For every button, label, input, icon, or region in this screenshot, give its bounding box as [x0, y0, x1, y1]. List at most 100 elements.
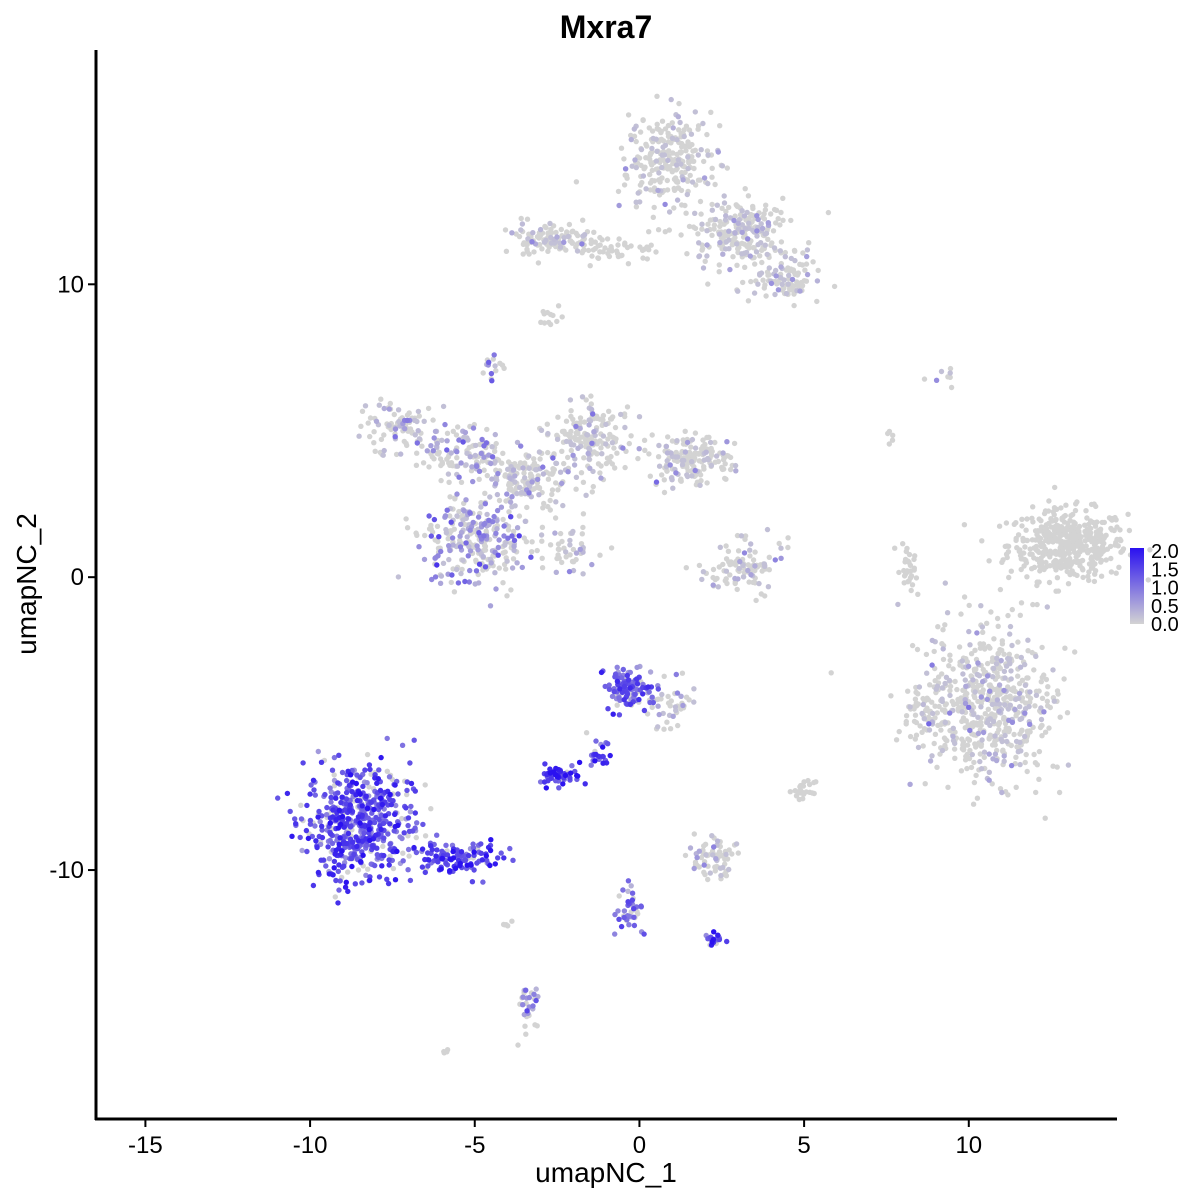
cell-point — [284, 790, 291, 797]
cell-point — [674, 438, 680, 444]
cell-point — [690, 224, 697, 230]
cell-point — [511, 547, 517, 553]
cell-point — [479, 436, 485, 443]
cell-point — [722, 475, 728, 482]
cell-point — [567, 397, 574, 403]
cell-point — [714, 202, 720, 208]
cell-point — [463, 497, 469, 503]
cell-point — [1006, 651, 1012, 657]
cell-point — [404, 787, 410, 794]
cell-point — [990, 665, 997, 672]
cell-point — [699, 576, 705, 583]
cell-point — [371, 806, 377, 813]
cell-point — [1044, 531, 1050, 537]
cell-point — [673, 179, 680, 185]
cell-point — [509, 565, 516, 571]
cell-point — [1001, 668, 1008, 675]
cell-point — [422, 869, 428, 876]
cell-point — [656, 170, 662, 176]
cell-point — [373, 418, 380, 424]
cell-point — [611, 435, 617, 441]
cell-point — [656, 192, 663, 198]
cell-point — [656, 711, 662, 718]
cell-point — [742, 186, 748, 192]
cell-point — [367, 837, 373, 844]
cell-point — [1027, 689, 1033, 695]
cell-point — [328, 799, 334, 805]
cell-point — [700, 120, 706, 127]
cell-point — [622, 464, 628, 471]
cell-point — [1055, 691, 1061, 697]
cell-point — [673, 470, 679, 476]
cell-point — [476, 580, 482, 586]
cell-point — [987, 716, 993, 722]
cell-point — [755, 281, 761, 287]
legend-tick-label: 2.0 — [1151, 541, 1179, 563]
cell-point — [968, 764, 975, 771]
legend-tick-label: 0.0 — [1151, 614, 1179, 636]
cell-point — [473, 568, 480, 574]
cell-point — [735, 226, 742, 232]
cell-point — [655, 703, 661, 709]
cell-point — [553, 460, 559, 466]
cell-point — [337, 878, 343, 884]
cell-point — [701, 843, 707, 849]
cell-point — [434, 832, 440, 838]
cell-point — [988, 609, 994, 615]
cell-point — [705, 221, 711, 227]
cell-point — [547, 497, 553, 504]
cell-point — [556, 785, 562, 791]
cell-point — [642, 447, 648, 453]
cell-point — [664, 187, 671, 193]
cell-point — [896, 569, 902, 576]
cell-point — [778, 209, 784, 216]
cell-point — [529, 473, 535, 479]
cell-point — [633, 199, 639, 205]
cell-point — [318, 759, 325, 765]
cell-point — [989, 781, 995, 787]
cell-point — [531, 249, 537, 255]
cell-point — [1031, 564, 1038, 570]
cell-point — [581, 419, 588, 425]
cell-point — [675, 722, 681, 729]
cell-point — [467, 454, 473, 460]
cell-point — [999, 647, 1005, 653]
cell-point — [361, 830, 367, 836]
cell-point — [668, 140, 674, 146]
cell-point — [650, 214, 656, 220]
cell-point — [735, 576, 741, 582]
cell-point — [346, 816, 352, 822]
x-tick-label: -5 — [464, 1132, 485, 1159]
cell-point — [1027, 729, 1033, 735]
cell-point — [593, 738, 599, 744]
cell-point — [777, 274, 784, 281]
cell-point — [612, 465, 618, 471]
cell-point — [1033, 688, 1040, 694]
cell-point — [681, 127, 687, 133]
cell-point — [934, 710, 940, 716]
cell-point — [1066, 550, 1072, 556]
cell-point — [1043, 559, 1049, 566]
cell-point — [799, 262, 806, 268]
cell-point — [496, 497, 503, 504]
y-axis-title: umapNC_2 — [11, 513, 42, 655]
cell-point — [339, 769, 346, 776]
cell-point — [554, 318, 560, 325]
cell-point — [343, 840, 349, 847]
cell-point — [941, 735, 948, 741]
cell-point — [736, 565, 742, 572]
cell-point — [704, 253, 710, 259]
cell-point — [675, 114, 681, 120]
cell-point — [548, 775, 554, 781]
cell-point — [1045, 703, 1051, 709]
cell-point — [804, 247, 811, 253]
cell-point — [621, 182, 628, 188]
cell-point — [742, 225, 748, 232]
cell-point — [913, 575, 920, 581]
cell-point — [1098, 538, 1104, 545]
cell-point — [622, 240, 628, 246]
cell-point — [363, 793, 369, 799]
cell-point — [506, 509, 512, 515]
cell-point — [661, 489, 668, 496]
cell-point — [886, 441, 892, 447]
